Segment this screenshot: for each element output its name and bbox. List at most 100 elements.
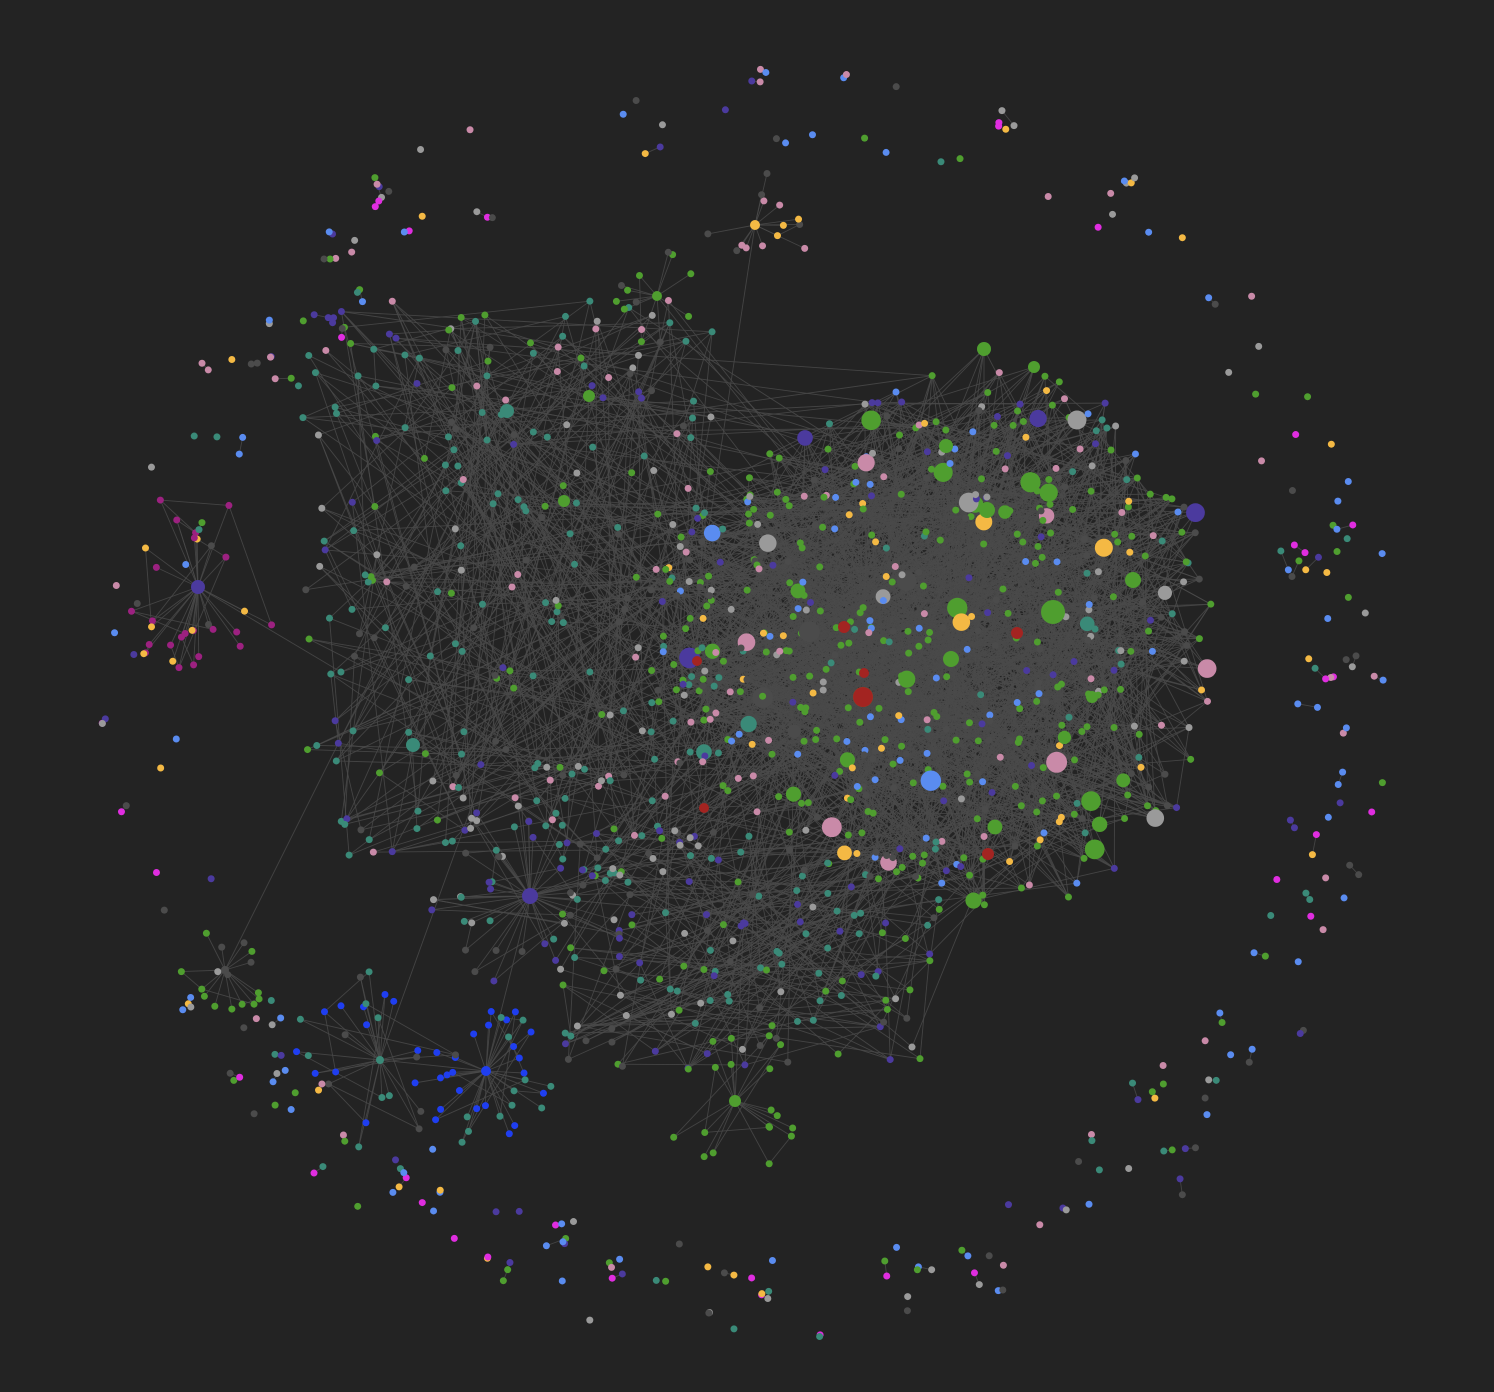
graph-node[interactable] — [920, 770, 942, 791]
graph-node[interactable] — [364, 578, 372, 586]
graph-node[interactable] — [269, 1078, 277, 1086]
graph-node[interactable] — [1048, 401, 1056, 409]
graph-node[interactable] — [813, 726, 821, 734]
graph-node[interactable] — [706, 715, 714, 723]
graph-node[interactable] — [892, 388, 900, 396]
graph-node[interactable] — [593, 854, 601, 862]
graph-node[interactable] — [1284, 566, 1292, 574]
graph-node[interactable] — [449, 1068, 457, 1076]
graph-node[interactable] — [785, 502, 793, 510]
graph-node[interactable] — [195, 526, 203, 534]
graph-node[interactable] — [890, 784, 898, 792]
graph-node[interactable] — [372, 382, 380, 390]
graph-node[interactable] — [963, 770, 971, 778]
graph-node[interactable] — [1195, 635, 1203, 643]
graph-node[interactable] — [602, 845, 610, 853]
graph-node[interactable] — [785, 786, 802, 802]
graph-node[interactable] — [1185, 723, 1193, 731]
graph-node[interactable] — [680, 962, 688, 970]
graph-node[interactable] — [1038, 797, 1046, 805]
graph-node[interactable] — [904, 688, 912, 696]
graph-node[interactable] — [320, 537, 328, 545]
graph-node[interactable] — [526, 339, 534, 347]
graph-node[interactable] — [442, 346, 450, 354]
graph-node[interactable] — [348, 248, 356, 256]
graph-node[interactable] — [510, 823, 518, 831]
graph-node[interactable] — [1033, 697, 1041, 705]
graph-node[interactable] — [762, 648, 770, 656]
graph-node[interactable] — [552, 956, 560, 964]
graph-node[interactable] — [984, 609, 992, 617]
graph-node[interactable] — [448, 384, 456, 392]
graph-node[interactable] — [250, 1000, 258, 1008]
graph-node[interactable] — [806, 598, 814, 606]
graph-node[interactable] — [305, 351, 313, 359]
graph-node[interactable] — [1039, 764, 1047, 772]
graph-node[interactable] — [457, 313, 465, 321]
graph-node[interactable] — [515, 1054, 523, 1062]
graph-node[interactable] — [682, 625, 690, 633]
graph-node[interactable] — [169, 657, 177, 665]
graph-node[interactable] — [457, 893, 465, 901]
graph-node[interactable] — [898, 863, 906, 871]
graph-node[interactable] — [648, 699, 656, 707]
graph-node[interactable] — [213, 433, 221, 441]
graph-node[interactable] — [877, 744, 885, 752]
graph-node[interactable] — [542, 599, 550, 607]
graph-node[interactable] — [579, 881, 587, 889]
graph-node[interactable] — [557, 864, 565, 872]
graph-node[interactable] — [737, 922, 745, 930]
graph-node[interactable] — [903, 1014, 911, 1022]
graph-node[interactable] — [414, 1047, 422, 1055]
graph-node[interactable] — [924, 725, 932, 733]
graph-node[interactable] — [430, 1207, 438, 1215]
graph-node[interactable] — [1277, 547, 1285, 555]
graph-node[interactable] — [1137, 763, 1145, 771]
graph-node[interactable] — [623, 594, 631, 602]
graph-node[interactable] — [1195, 575, 1203, 583]
graph-node[interactable] — [700, 966, 708, 974]
graph-node[interactable] — [311, 369, 319, 377]
graph-node[interactable] — [690, 397, 698, 405]
graph-node[interactable] — [676, 543, 684, 551]
graph-node[interactable] — [932, 838, 940, 846]
graph-node[interactable] — [378, 1094, 386, 1102]
graph-node[interactable] — [1368, 808, 1376, 816]
graph-node[interactable] — [447, 418, 455, 426]
graph-node[interactable] — [1344, 477, 1352, 485]
graph-node[interactable] — [327, 670, 335, 678]
graph-node[interactable] — [744, 498, 752, 506]
graph-node[interactable] — [714, 749, 722, 757]
graph-node[interactable] — [1121, 815, 1129, 823]
graph-node[interactable] — [608, 1025, 616, 1033]
graph-node[interactable] — [478, 409, 486, 417]
graph-node[interactable] — [1083, 552, 1091, 560]
graph-node[interactable] — [938, 879, 946, 887]
graph-node[interactable] — [802, 826, 810, 834]
graph-node[interactable] — [1007, 737, 1015, 745]
graph-node[interactable] — [995, 119, 1003, 127]
graph-node[interactable] — [859, 668, 869, 678]
graph-node[interactable] — [838, 621, 850, 633]
graph-node[interactable] — [511, 1122, 519, 1130]
graph-node[interactable] — [1225, 368, 1233, 376]
graph-node[interactable] — [634, 351, 642, 359]
graph-node[interactable] — [822, 665, 830, 673]
graph-node[interactable] — [979, 502, 995, 518]
graph-node[interactable] — [676, 759, 684, 767]
graph-node[interactable] — [1065, 713, 1073, 721]
graph-node[interactable] — [798, 544, 806, 552]
graph-node[interactable] — [609, 865, 617, 873]
graph-node[interactable] — [238, 1000, 246, 1008]
graph-node[interactable] — [716, 558, 724, 566]
graph-node[interactable] — [1100, 686, 1108, 694]
graph-node[interactable] — [632, 573, 640, 581]
graph-node[interactable] — [299, 414, 307, 422]
graph-node[interactable] — [390, 997, 398, 1005]
graph-node[interactable] — [566, 911, 574, 919]
graph-node[interactable] — [796, 918, 804, 926]
graph-node[interactable] — [1163, 802, 1171, 810]
graph-node[interactable] — [859, 505, 867, 513]
graph-node[interactable] — [437, 1105, 445, 1113]
graph-node[interactable] — [190, 534, 198, 542]
